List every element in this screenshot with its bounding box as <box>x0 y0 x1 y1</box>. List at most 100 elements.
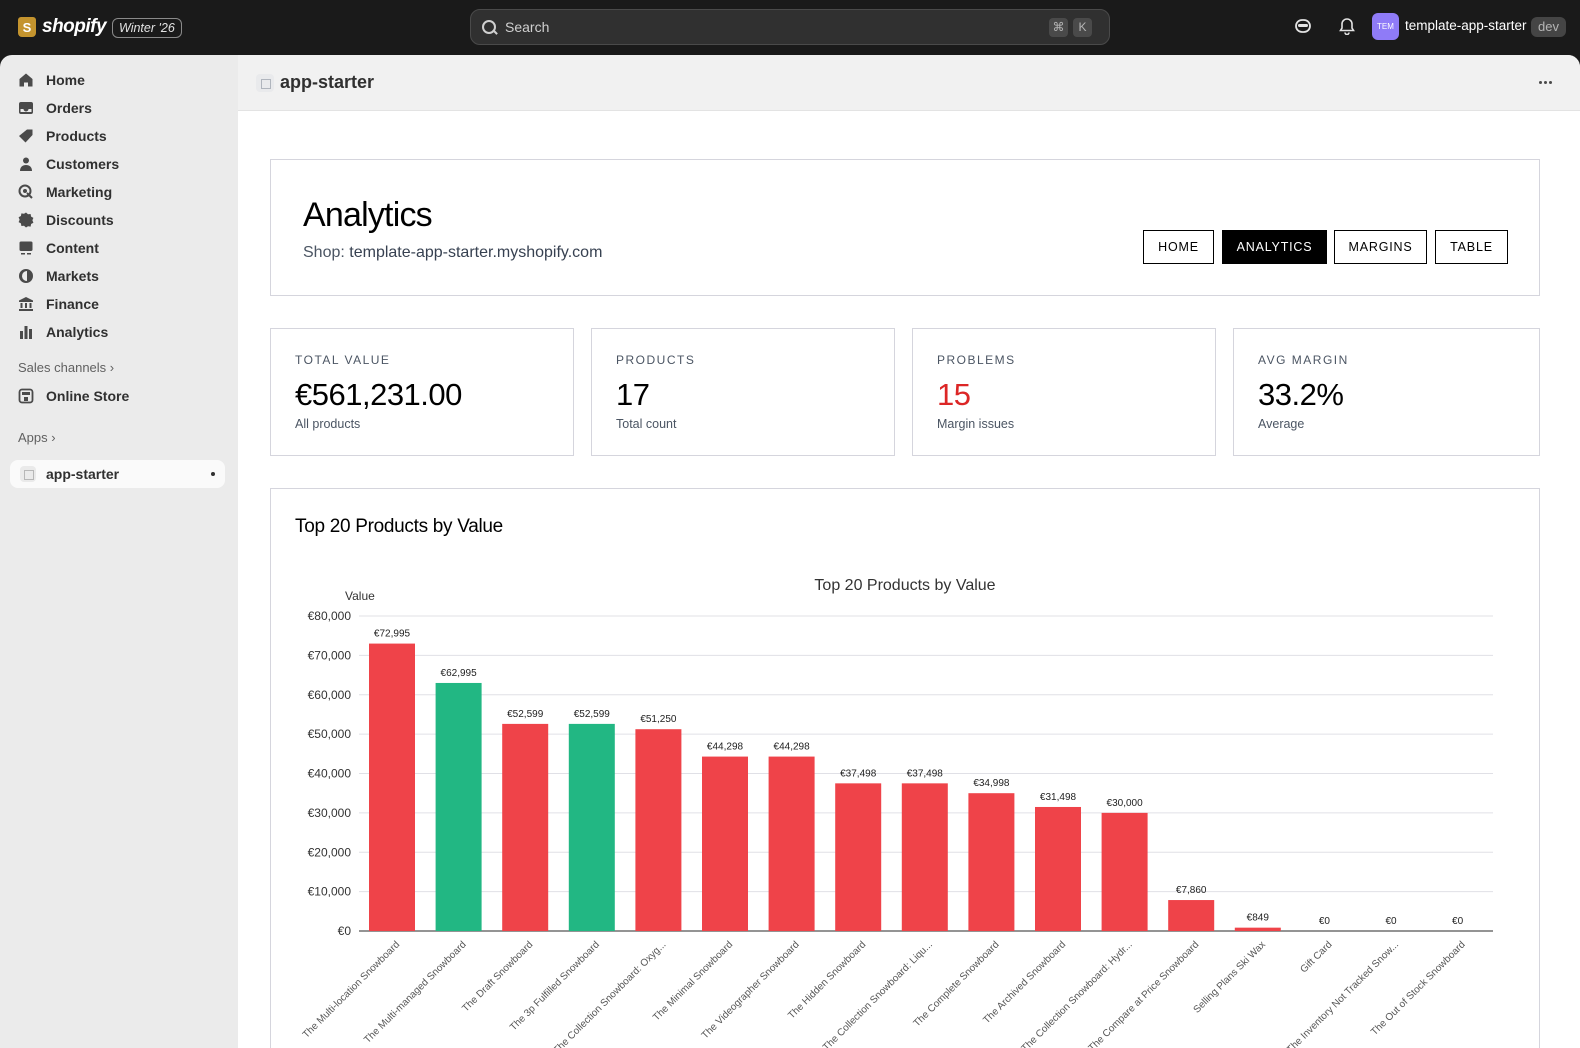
env-badge: dev <box>1531 17 1566 37</box>
apps-link[interactable]: Apps › <box>18 430 56 445</box>
store-avatar[interactable]: TEM <box>1372 13 1399 40</box>
x-tick-label: The Collection Snowboard: Liqu... <box>821 939 935 1048</box>
search-placeholder: Search <box>505 19 550 35</box>
bar-value-label: €72,995 <box>374 629 411 640</box>
sidebar-item-marketing[interactable]: Marketing <box>18 178 112 206</box>
y-tick-label: €40,000 <box>308 767 352 781</box>
bar-value-label: €44,298 <box>774 742 811 753</box>
stat-value: €561,231.00 <box>295 377 462 412</box>
bar-value-label: €31,498 <box>1040 792 1077 803</box>
shop-prefix: Shop: <box>303 244 350 261</box>
sidekick-icon[interactable] <box>1293 17 1313 37</box>
sidebar-item-label: Products <box>46 128 107 144</box>
sidebar-item-label: Content <box>46 240 99 256</box>
x-tick-label: Selling Plans Ski Wax <box>1192 939 1268 1015</box>
bank-icon <box>18 296 34 312</box>
main-content: app-starter Analytics Shop: template-app… <box>238 55 1580 1048</box>
stat-label: PRODUCTS <box>616 353 696 367</box>
search-input[interactable]: Search ⌘ K <box>470 9 1110 45</box>
bar[interactable] <box>502 723 549 931</box>
x-tick-label: The Inventory Not Tracked Snow... <box>1285 939 1401 1048</box>
shop-line: Shop: template-app-starter.myshopify.com <box>303 244 602 262</box>
more-actions-icon[interactable] <box>1539 81 1552 84</box>
sidebar-item-content[interactable]: Content <box>18 234 99 262</box>
globe-icon <box>18 268 34 284</box>
target-icon <box>18 184 34 200</box>
sidebar-item-label: Analytics <box>46 324 109 340</box>
sidebar-item-online-store[interactable]: Online Store <box>18 382 129 410</box>
sidebar-item-label: Home <box>46 72 85 88</box>
sidebar-item-orders[interactable]: Orders <box>18 94 92 122</box>
sidebar-item-app-starter[interactable]: app-starter <box>10 460 225 488</box>
nav-margins-button[interactable]: MARGINS <box>1334 230 1427 264</box>
stat-sub: Total count <box>616 417 677 431</box>
bar-value-label: €37,498 <box>840 768 877 779</box>
sidebar-item-label: Online Store <box>46 388 130 404</box>
y-tick-label: €70,000 <box>308 648 352 662</box>
nav-table-button[interactable]: TABLE <box>1435 230 1508 264</box>
sidebar-item-customers[interactable]: Customers <box>18 150 119 178</box>
shopify-logo[interactable]: S shopify <box>18 16 107 38</box>
nav-analytics-button[interactable]: ANALYTICS <box>1222 230 1327 264</box>
bar-chart[interactable]: Top 20 Products by Value Value €0 €10,000 €2… <box>271 489 1541 1048</box>
bar[interactable] <box>835 783 882 931</box>
bar-value-label: €7,860 <box>1176 885 1207 896</box>
store-name[interactable]: template-app-starter <box>1405 18 1527 33</box>
bar-value-label: €0 <box>1319 916 1331 927</box>
bar[interactable] <box>1234 927 1281 931</box>
stat-label: PROBLEMS <box>937 353 1016 367</box>
inbox-icon <box>18 100 34 116</box>
stat-label: TOTAL VALUE <box>295 353 391 367</box>
y-tick-label: €80,000 <box>308 609 352 623</box>
y-tick-label: €30,000 <box>308 806 352 820</box>
app-icon <box>20 466 36 482</box>
y-tick-label: €0 <box>338 924 352 938</box>
x-tick-label: The Draft Snowboard <box>460 939 535 1014</box>
stat-card-products: PRODUCTS 17 Total count <box>591 328 895 456</box>
sidebar-item-analytics[interactable]: Analytics <box>18 318 108 346</box>
bar[interactable] <box>635 729 682 931</box>
x-tick-label: The Collection Snowboard: Hydr... <box>1020 939 1135 1048</box>
app-title-bar: app-starter <box>238 55 1580 111</box>
y-tick-label: €60,000 <box>308 688 352 702</box>
bar[interactable] <box>1168 900 1215 931</box>
chart-card-title: Top 20 Products by Value <box>295 516 503 537</box>
sidebar-item-finance[interactable]: Finance <box>18 290 99 318</box>
stat-card-problems: PROBLEMS 15 Margin issues <box>912 328 1216 456</box>
discount-icon <box>18 212 34 228</box>
shop-domain: template-app-starter.myshopify.com <box>349 244 603 261</box>
bar[interactable] <box>1035 806 1081 931</box>
logo-text: shopify <box>42 16 107 37</box>
apps-label: Apps <box>18 430 48 445</box>
bell-icon[interactable] <box>1337 17 1357 37</box>
person-icon <box>18 156 34 172</box>
chart-title: Top 20 Products by Value <box>814 577 995 594</box>
bar[interactable] <box>435 682 482 931</box>
bar[interactable] <box>968 793 1015 931</box>
sales-channels-link[interactable]: Sales channels › <box>18 360 114 375</box>
pin-dot-icon[interactable] <box>211 472 215 476</box>
y-tick-label: €20,000 <box>308 845 352 859</box>
bar[interactable] <box>901 783 948 931</box>
sidebar-item-home[interactable]: Home <box>18 66 85 94</box>
version-badge: Winter '26 <box>112 18 182 38</box>
sidebar-item-markets[interactable]: Markets <box>18 262 99 290</box>
stat-card-avg-margin: AVG MARGIN 33.2% Average <box>1233 328 1540 456</box>
bar[interactable] <box>369 643 415 931</box>
sidebar-item-label: Marketing <box>46 184 113 200</box>
sidebar-item-products[interactable]: Products <box>18 122 107 150</box>
bar-value-label: €0 <box>1452 916 1464 927</box>
bar[interactable] <box>568 723 615 931</box>
app-title: app-starter <box>280 72 375 92</box>
sidebar-item-discounts[interactable]: Discounts <box>18 206 114 234</box>
sidebar-item-label: Markets <box>46 268 99 284</box>
sidebar: Home Orders Products Customers Marketing… <box>0 55 238 1048</box>
bar[interactable] <box>702 756 748 931</box>
x-tick-label: Gift Card <box>1298 939 1334 975</box>
stat-card-total-value: TOTAL VALUE €561,231.00 All products <box>270 328 574 456</box>
bar[interactable] <box>768 756 815 931</box>
bar[interactable] <box>1101 812 1148 931</box>
sidebar-item-label: Orders <box>46 100 92 116</box>
nav-home-button[interactable]: HOME <box>1143 230 1214 264</box>
x-tick-label: The Collection Snowboard: Oxyg... <box>551 939 668 1048</box>
